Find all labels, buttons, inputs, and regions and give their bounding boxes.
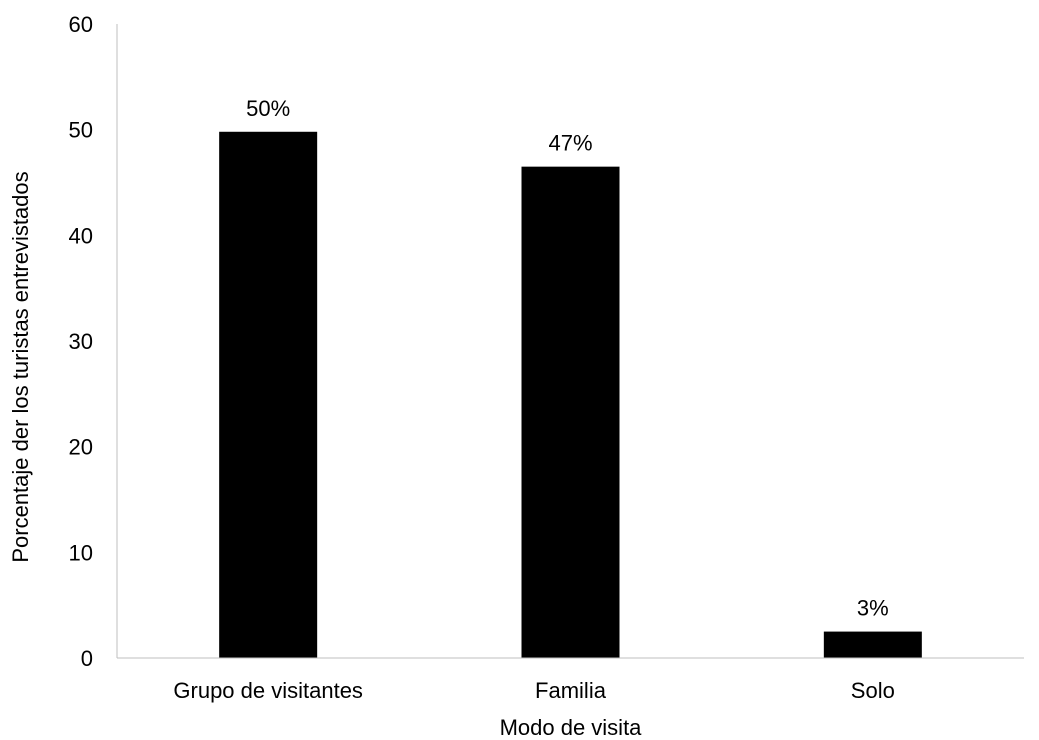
y-tick-label: 30 <box>69 329 93 354</box>
bar-data-label: 47% <box>548 131 592 156</box>
bar-data-label: 50% <box>246 96 290 121</box>
category-label: Solo <box>851 678 895 703</box>
bar <box>521 166 620 658</box>
y-axis-ticks: 0 10 20 30 40 50 60 <box>69 12 93 671</box>
bar-data-label: 3% <box>857 596 889 621</box>
y-tick-label: 10 <box>69 540 93 565</box>
y-tick-label: 40 <box>69 223 93 248</box>
category-label: Familia <box>535 678 607 703</box>
y-axis-title: Porcentaje der los turistas entrevistado… <box>8 171 33 562</box>
bar <box>219 131 318 658</box>
y-tick-label: 0 <box>81 646 93 671</box>
x-axis-title: Modo de visita <box>500 715 643 740</box>
x-axis-category-labels: Grupo de visitantes Familia Solo <box>173 678 894 703</box>
bars <box>219 131 922 658</box>
y-tick-label: 50 <box>69 118 93 143</box>
y-tick-label: 20 <box>69 435 93 460</box>
bar <box>823 631 922 658</box>
y-tick-label: 60 <box>69 12 93 37</box>
data-labels: 50% 47% 3% <box>246 96 889 621</box>
category-label: Grupo de visitantes <box>173 678 363 703</box>
